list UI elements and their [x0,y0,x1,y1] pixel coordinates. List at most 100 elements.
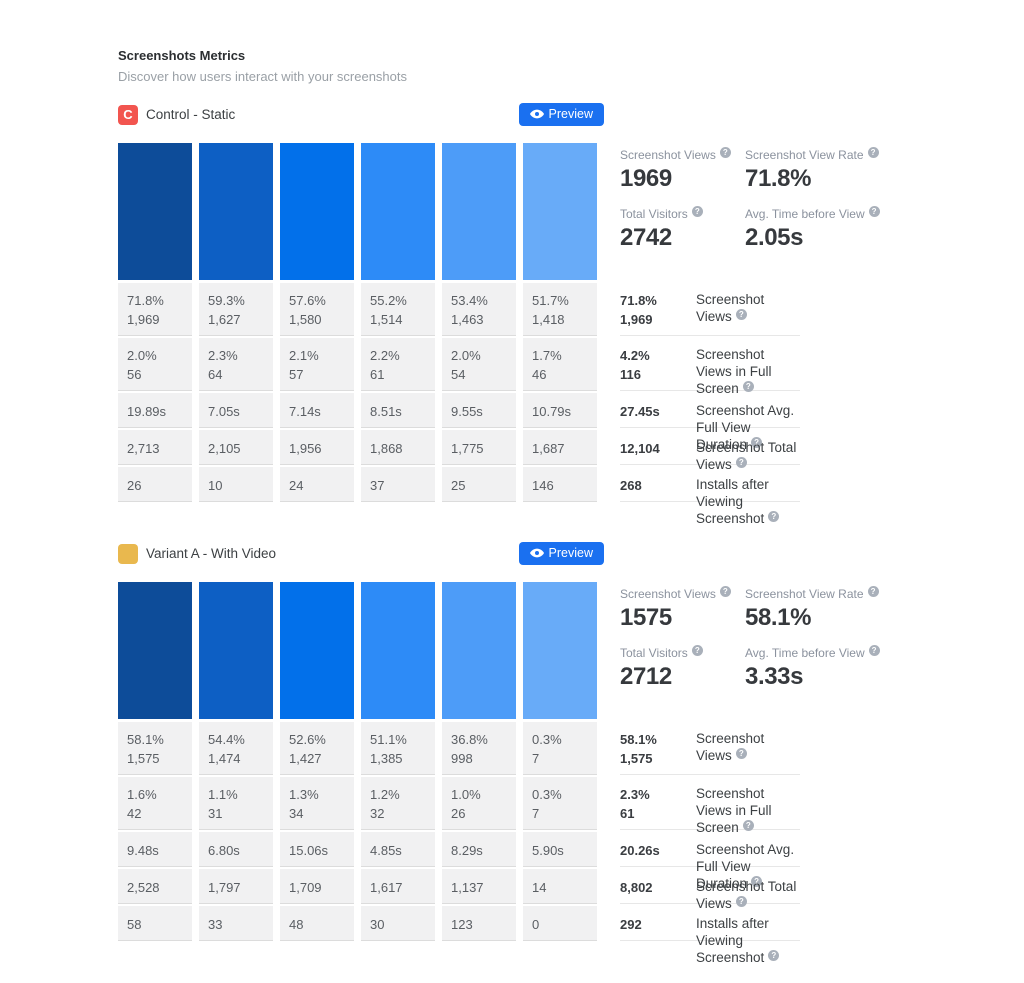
metric-row: 71.8% 1,969 59.3% 1,627 57.6% 1,580 55.2% 1,514… [118,283,800,336]
metric-cell: 1,775 [442,430,516,465]
metric-cell-value: 123 [451,917,473,932]
screenshot-bar-2 [199,582,273,719]
preview-button[interactable]: Preview [518,542,604,565]
metric-rows: 58.1% 1,575 54.4% 1,474 52.6% 1,427 51.1% 1,385… [118,722,800,965]
metric-cell: 8.51s [361,393,435,428]
metric-cell-value: 1,969 [127,312,160,327]
eye-icon [529,548,544,558]
stat-value: 2.05s [745,224,804,251]
section-variant-a: Variant A - With Video Preview Screenshot … [118,542,880,965]
metric-cell: 19.89s [118,393,192,428]
help-icon[interactable]: ? [751,876,763,887]
help-icon[interactable]: ? [691,206,703,217]
metric-row-label: Installs after Viewing Screenshot? [696,915,800,965]
stat-value: 1575 [620,604,672,631]
metric-cell-value: 2.2% [370,348,400,363]
summary-value: 27.45s [620,404,660,419]
stat-value: 2712 [620,663,672,690]
metric-cell-value: 5.90s [532,843,564,858]
metric-row-label: Screenshot Total Views? [696,439,800,472]
metric-row: 1.6% 42 1.1% 31 1.3% 34 1.2% 32 1.0% 26 0.3% 7 2.3% 6… [118,777,800,835]
help-icon[interactable]: ? [742,381,754,392]
bars-and-stats: Screenshot Views? 1969 Screenshot View Rat… [118,143,880,283]
row-summary: 4.2% 116 Screenshot Views in Full Screen? [620,338,800,396]
metric-cell-value: 33 [208,917,223,932]
stat: Total Visitors? 2712 [620,645,745,691]
metric-cell: 2.0% 56 [118,338,192,391]
stat: Avg. Time before View? 2.05s [745,206,880,252]
metric-cell: 1.7% 46 [523,338,597,391]
row-summary: 268 Installs after Viewing Screenshot? [620,467,800,526]
metric-cell-value: 15.06s [289,843,329,858]
screenshot-bar-4 [361,582,435,719]
preview-button[interactable]: Preview [518,103,604,126]
metric-cell: 2.3% 64 [199,338,273,391]
stat: Avg. Time before View? 3.33s [745,645,880,691]
screenshot-bar-5 [442,143,516,280]
help-icon[interactable]: ? [867,586,879,597]
help-icon[interactable]: ? [867,147,879,158]
metric-cell: 6.80s [199,832,273,867]
help-icon[interactable]: ? [735,309,747,320]
page-title: Screenshots Metrics [118,48,246,63]
metric-cell: 2,713 [118,430,192,465]
help-icon[interactable]: ? [735,748,747,759]
metric-cell: 0.3% 7 [523,777,597,830]
screenshots-metrics-page: Screenshots Metrics Discover how users i… [118,48,880,965]
summary-values: 2.3% 61 [620,785,696,829]
stat-label-text: Total Visitors [620,646,688,660]
help-icon[interactable]: ? [751,437,763,448]
stat-value: 58.1% [745,604,812,631]
metric-cell-value: 25 [451,478,466,493]
stat-value: 1969 [620,165,672,192]
stat-label: Total Visitors? [620,206,745,221]
metric-cell: 57.6% 1,580 [280,283,354,336]
help-icon[interactable]: ? [735,457,747,468]
eye-icon [529,109,544,119]
screenshot-bars [118,582,597,719]
metric-cell-value: 1,775 [451,441,484,456]
stat-label: Avg. Time before View? [745,645,880,660]
stats-panel: Screenshot Views? 1969 Screenshot View Rat… [620,143,880,283]
help-icon[interactable]: ? [742,820,754,831]
screenshot-bar-1 [118,143,192,280]
row-summary: 2.3% 61 Screenshot Views in Full Screen? [620,777,800,835]
metric-cell: 1.1% 31 [199,777,273,830]
row-summary: 12,104 Screenshot Total Views? [620,430,800,472]
screenshot-bar-6 [523,582,597,719]
stat-label-text: Total Visitors [620,207,688,221]
metric-cell-value: 2,528 [127,880,160,895]
screenshot-bar-3 [280,143,354,280]
metric-cell-value: 10 [208,478,223,493]
metric-row-label: Screenshot Views in Full Screen? [696,346,800,396]
metric-cell: 52.6% 1,427 [280,722,354,775]
metric-cell-value: 1.0% [451,787,481,802]
row-label-text: Screenshot Views [696,292,765,324]
row-label-text: Screenshot Total Views [696,440,797,472]
help-icon[interactable]: ? [719,586,731,597]
metric-cell: 123 [442,906,516,941]
metric-cell: 33 [199,906,273,941]
metric-cell: 2.1% 57 [280,338,354,391]
metric-cell: 2.0% 54 [442,338,516,391]
metric-cell: 36.8% 998 [442,722,516,775]
help-icon[interactable]: ? [768,511,780,522]
metric-cell-value: 57.6% [289,293,326,308]
metric-cell: 1,868 [361,430,435,465]
help-icon[interactable]: ? [719,147,731,158]
stat: Total Visitors? 2742 [620,206,745,252]
summary-value: 58.1% [620,732,657,747]
help-icon[interactable]: ? [868,645,880,656]
stat: Screenshot Views? 1969 [620,147,745,193]
metric-cell-value: 1.6% [127,787,157,802]
metric-cell-value: 0.3% [532,787,562,802]
help-icon[interactable]: ? [691,645,703,656]
metric-row: 19.89s 7.05s 7.14s 8.51s 9.55s 10.79s 27.45s Sc… [118,393,800,452]
help-icon[interactable]: ? [868,206,880,217]
metric-cell: 9.55s [442,393,516,428]
row-label-text: Screenshot Avg. Full View Duration [696,403,795,452]
metric-row-label: Screenshot Avg. Full View Duration? [696,841,800,891]
help-icon[interactable]: ? [735,896,747,907]
help-icon[interactable]: ? [768,950,780,961]
metric-cell: 37 [361,467,435,502]
